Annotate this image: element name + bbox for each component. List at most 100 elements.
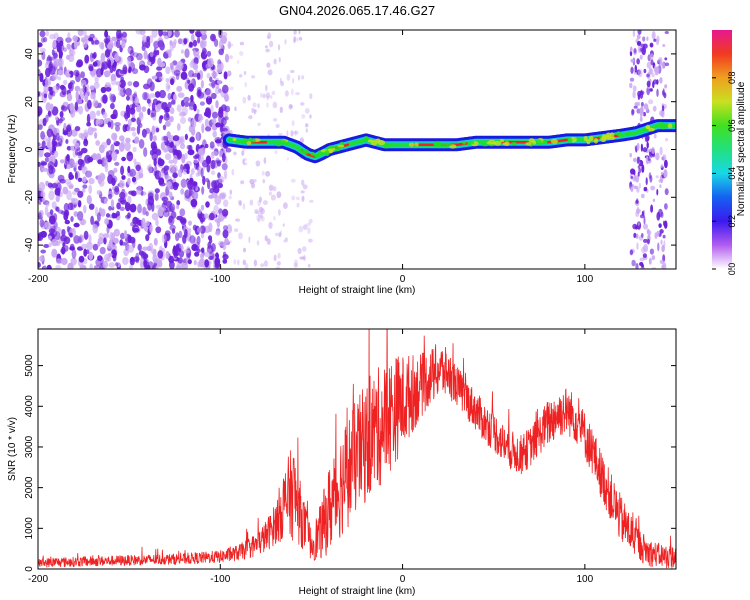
snr-ytick-label: 0	[24, 566, 35, 572]
noise-speckle	[168, 164, 175, 174]
noise-speckle	[284, 39, 287, 45]
noise-speckle	[636, 34, 641, 40]
noise-speckle	[635, 263, 639, 269]
noise-speckle	[116, 202, 121, 210]
noise-speckle	[239, 74, 243, 78]
noise-speckle	[645, 177, 648, 186]
noise-speckle	[151, 212, 159, 221]
noise-speckle	[640, 143, 644, 152]
noise-speckle	[92, 152, 98, 160]
noise-speckle	[113, 228, 121, 237]
noise-speckle	[168, 159, 175, 164]
noise-speckle	[223, 71, 228, 80]
noise-speckle	[292, 78, 295, 84]
noise-speckle	[642, 36, 646, 42]
noise-speckle	[134, 97, 140, 106]
noise-speckle	[56, 36, 64, 45]
noise-speckle	[641, 233, 644, 238]
noise-speckle	[122, 257, 129, 265]
noise-speckle	[70, 216, 74, 222]
noise-speckle	[127, 56, 132, 67]
noise-speckle	[125, 137, 131, 143]
noise-speckle	[664, 203, 668, 210]
noise-speckle	[255, 160, 261, 167]
noise-speckle	[103, 236, 107, 245]
colorbar-tick-label: 0.0	[727, 263, 737, 276]
ridge-blob	[593, 138, 599, 144]
noise-speckle	[264, 235, 268, 242]
noise-speckle	[65, 37, 72, 43]
noise-speckle	[656, 211, 661, 221]
noise-speckle	[116, 210, 120, 217]
noise-speckle	[176, 123, 181, 131]
noise-speckle	[664, 62, 670, 67]
noise-speckle	[293, 262, 298, 268]
noise-speckle	[180, 178, 187, 188]
noise-speckle	[65, 139, 69, 144]
noise-speckle	[654, 232, 658, 240]
noise-speckle	[234, 106, 237, 112]
noise-speckle	[209, 141, 215, 149]
noise-speckle	[59, 111, 64, 118]
noise-speckle	[46, 141, 51, 149]
noise-speckle	[184, 133, 188, 140]
colorbar-ticks: 0.0 0.2 0.4 0.6 0.8	[712, 72, 737, 276]
noise-speckle	[193, 159, 199, 164]
noise-speckle	[303, 224, 308, 230]
noise-speckle	[268, 191, 272, 196]
noise-speckle	[196, 131, 200, 142]
ridge-blob	[662, 123, 667, 128]
noise-speckle	[233, 151, 237, 156]
noise-speckle	[148, 93, 156, 98]
noise-speckle	[215, 159, 222, 164]
noise-speckle	[632, 157, 637, 163]
noise-speckle	[143, 50, 148, 60]
noise-speckle	[66, 164, 71, 170]
noise-speckle	[48, 190, 55, 201]
noise-speckle	[223, 225, 228, 231]
noise-speckle	[183, 249, 190, 254]
noise-speckle	[651, 147, 655, 154]
noise-speckle	[202, 90, 207, 100]
ridge-blob	[492, 141, 497, 145]
noise-speckle	[247, 94, 251, 101]
noise-speckle	[643, 186, 648, 192]
noise-speckle	[265, 170, 271, 177]
noise-speckle	[83, 248, 88, 257]
noise-speckle	[188, 220, 192, 226]
noise-speckle	[149, 131, 153, 142]
snr-ytick-label: 5000	[24, 354, 35, 377]
spectrogram-ytick-label: 20	[24, 96, 35, 108]
noise-speckle	[57, 174, 65, 182]
noise-speckle	[633, 169, 636, 176]
noise-speckle	[161, 234, 167, 244]
noise-speckle	[249, 199, 254, 206]
noise-speckle	[187, 227, 192, 234]
noise-speckle	[308, 218, 313, 224]
noise-speckle	[45, 30, 50, 37]
spectrogram-ylabel: Frequency (Hz)	[7, 115, 18, 184]
noise-speckle	[127, 81, 133, 87]
noise-speckle	[38, 106, 43, 116]
noise-speckle	[242, 96, 247, 104]
noise-speckle	[158, 259, 163, 268]
noise-speckle	[638, 167, 642, 174]
noise-speckle	[215, 139, 222, 144]
noise-speckle	[106, 225, 110, 234]
noise-speckle	[128, 190, 135, 195]
noise-speckle	[40, 249, 46, 254]
noise-speckle	[63, 202, 70, 212]
ridge-blob	[275, 142, 282, 147]
noise-speckle	[286, 74, 291, 81]
noise-speckle	[73, 235, 80, 244]
noise-speckle	[640, 112, 645, 117]
colorbar-tick-label: 0.6	[727, 119, 737, 132]
ridge-blob	[383, 142, 388, 148]
noise-speckle	[114, 161, 120, 166]
noise-speckle	[296, 37, 299, 42]
noise-speckle	[89, 263, 94, 269]
ridge-blob	[370, 140, 378, 146]
noise-speckle	[216, 67, 223, 74]
noise-speckle	[200, 41, 207, 49]
